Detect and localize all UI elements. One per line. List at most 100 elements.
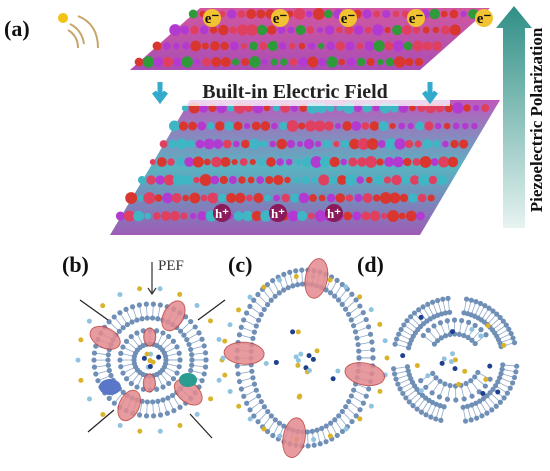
lipid-head [442,310,449,316]
atom [342,121,352,131]
lipid-head [440,296,446,302]
atom [415,211,425,221]
atom [407,122,414,130]
lipid-head [437,378,443,384]
atom [246,24,259,36]
lipid-head [349,291,355,297]
lipid-head [445,295,451,301]
lipid-head [414,406,420,412]
atom [197,121,207,131]
panel-label: (d) [357,252,384,277]
atom [213,139,223,149]
lipid-head [343,404,349,410]
molecule [236,403,242,409]
lipid-head [353,297,359,303]
atom [251,210,262,222]
atom [335,41,346,51]
atom [401,25,412,35]
lipid-head [408,314,414,320]
molecule [400,353,406,359]
molecule [452,357,458,363]
atom [193,176,200,184]
atom [238,176,246,184]
lipid-head [149,315,156,321]
lipid-head [492,383,499,389]
lipid-head [513,369,519,375]
atom [392,40,405,52]
lipid-head [299,267,305,273]
atom [220,56,231,68]
atom [273,174,284,186]
atom [450,139,459,149]
atom [259,41,268,51]
lipid-head [391,371,398,377]
lipid-head [247,407,253,413]
lipid-head [202,364,209,370]
atom [199,25,209,35]
lipid-head [477,300,484,307]
lipid-head [143,413,150,419]
lipid-head [441,404,447,410]
lipid-head [199,336,205,342]
atom [197,211,207,221]
lipid-head [177,404,183,410]
light-waves [67,15,99,49]
atom [190,212,197,220]
atom [256,9,266,19]
atom [162,42,171,50]
atom [361,122,370,130]
molecule [441,356,447,362]
atom [260,121,271,131]
molecule [357,294,363,300]
molecule [487,363,493,369]
atom [319,156,332,168]
atom [422,139,432,149]
lipid-head [442,381,448,387]
lipid-head [136,302,142,308]
atom [200,194,208,202]
atom [324,25,335,35]
atom [366,58,375,66]
lipid-head [487,376,493,382]
lipid-head [438,335,444,341]
atom [181,104,189,112]
electron-label: e⁻ [341,11,356,27]
atom [207,122,215,130]
atom [434,122,442,130]
atom [256,176,265,184]
atom [336,26,343,34]
atom [295,24,306,36]
lipid-head [342,306,349,312]
lipid-head [334,277,340,283]
molecule [216,377,222,383]
atom [392,156,404,168]
atom [384,156,395,168]
lipid-head [304,429,311,435]
lipid-head [154,328,160,334]
lipid-head [258,312,264,318]
lipid-head [196,330,202,336]
molecule [208,396,214,402]
atom [265,175,274,185]
lipid-head [128,333,134,340]
lipid-head [285,285,291,291]
molecule [156,354,162,360]
electron-label: e⁻ [205,11,220,27]
molecule [343,426,349,432]
molecule [418,314,424,320]
atom [249,138,260,150]
atom [357,138,370,150]
atom [432,139,441,149]
atom [303,138,315,150]
atom [401,175,410,185]
atom [237,10,246,18]
lipid-head [281,423,287,429]
lipid-head [95,378,101,384]
molecule [273,359,279,365]
atom [409,104,416,112]
atom [298,42,306,50]
atom [308,212,315,220]
molecule [157,428,163,434]
lipid-head [497,399,503,405]
